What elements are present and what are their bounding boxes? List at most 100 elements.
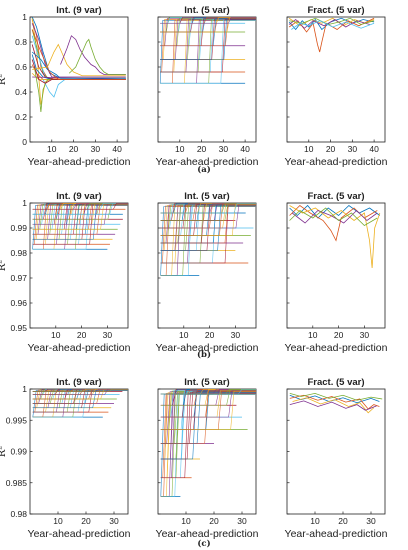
chart-2-2-xtick-label: 10 <box>310 516 320 526</box>
chart-0-0-ytick-label: 0.4 <box>15 87 27 97</box>
chart-0-0-ytick-label: 0.6 <box>15 62 27 72</box>
chart-0-2-xlabel: Year-ahead-prediction <box>285 156 388 168</box>
chart-1-2: Fract. (5 var) 10 20 30 Year-ahead-predictio… <box>285 191 388 354</box>
chart-0-0-xtick-label: 30 <box>91 144 101 154</box>
chart-1-0-plot-area <box>29 202 129 329</box>
chart-0-1-xtick-label: 10 <box>175 144 185 154</box>
chart-1-1-xtick-label: 20 <box>205 330 215 340</box>
chart-0-0-xtick-label: 40 <box>112 144 122 154</box>
chart-0-2-title: Fract. (5 var) <box>307 5 364 16</box>
chart-2-0-ytick-label: 0.985 <box>6 478 28 488</box>
chart-2-0-plot-area <box>29 388 129 515</box>
chart-0-0: Int. (9 var) 10 20 30 40 0 0.2 0.4 0.6 0.8 1 Year-a… <box>0 5 131 168</box>
chart-1-0-xtick-label: 30 <box>103 330 113 340</box>
chart-1-1-xtick-label: 10 <box>179 330 189 340</box>
chart-2-2-series-line-3 <box>289 400 377 411</box>
chart-1-2-xtick-label: 20 <box>334 330 344 340</box>
chart-0-1-step-trace <box>160 17 256 24</box>
chart-2-0-step-trace <box>32 389 128 392</box>
chart-2-0-series-group <box>32 389 128 418</box>
chart-1-0-xlabel: Year-ahead-prediction <box>28 342 131 354</box>
chart-0-2-xtick-label: 10 <box>304 144 314 154</box>
chart-1-1-step-trace <box>160 204 256 236</box>
chart-1-2-series-line-4 <box>289 207 378 226</box>
chart-1-0-title: Int. (9 var) <box>56 191 101 202</box>
chart-2-2-xtick-label: 20 <box>338 516 348 526</box>
chart-2-0-ytick-label: 0.99 <box>10 447 27 457</box>
chart-0-1-xtick-label: 40 <box>240 144 250 154</box>
chart-0-2: Fract. (5 var) 10 20 30 40 Year-ahead-predict… <box>285 5 388 168</box>
chart-2-0-xtick-label: 20 <box>81 516 91 526</box>
chart-0-1-xlabel: Year-ahead-prediction <box>156 156 259 168</box>
chart-1-1-step-trace <box>160 203 256 221</box>
chart-2-0-ylabel: R² <box>0 446 8 458</box>
chart-2-2-series-line-1 <box>289 394 380 410</box>
chart-2-2-title: Fract. (5 var) <box>307 377 364 388</box>
chart-1-0-ytick-label: 0.99 <box>10 223 27 233</box>
chart-2-0-xtick-label: 10 <box>53 516 63 526</box>
chart-2-1-step-trace <box>160 392 256 460</box>
chart-0-0-series-line-15 <box>31 29 126 80</box>
chart-0-0-series-line-3 <box>31 23 126 78</box>
chart-1-0-xtick-label: 20 <box>77 330 87 340</box>
chart-1-1-plot-area <box>157 202 257 329</box>
chart-2-1-xlabel: Year-ahead-prediction <box>156 528 259 540</box>
chart-0-0-ytick-label: 0.8 <box>15 37 27 47</box>
chart-0-1-series-group <box>159 17 256 84</box>
chart-2-2-series-line-4 <box>289 392 383 401</box>
chart-0-1-step-trace <box>160 18 256 60</box>
chart-0-2-series-line-5 <box>291 20 375 30</box>
chart-2-0-ytick-label: 0.995 <box>6 415 28 425</box>
chart-1-2-xlabel: Year-ahead-prediction <box>285 342 388 354</box>
chart-0-2-xtick-label: 30 <box>348 144 358 154</box>
chart-0-1-title: Int. (5 var) <box>184 5 229 16</box>
chart-0-0-xtick-label: 20 <box>69 144 79 154</box>
chart-2-1-xtick-label: 20 <box>209 516 219 526</box>
chart-1-1-step-trace <box>160 204 256 244</box>
chart-0-2-series-line-4 <box>289 17 375 25</box>
subfigure-label-c: (c) <box>197 538 210 549</box>
chart-2-0-xlabel: Year-ahead-prediction <box>28 528 131 540</box>
chart-0-1-step-trace <box>160 20 256 84</box>
chart-2-1-series-group <box>160 389 256 497</box>
chart-2-1: Int. (5 var) 10 20 30 Year-ahead-prediction <box>156 377 259 540</box>
chart-0-2-series-group <box>288 17 375 53</box>
chart-2-2: Fract. (5 var) 10 20 30 Year-ahead-predictio… <box>285 377 388 540</box>
chart-0-2-series-line-1 <box>288 17 375 53</box>
chart-1-0-ytick-label: 0.95 <box>10 323 27 333</box>
chart-1-2-series-line-0 <box>289 204 381 219</box>
chart-0-1-step-trace <box>160 17 256 33</box>
chart-0-0-series-line-17 <box>60 35 126 75</box>
subfigure-label-b: (b) <box>197 349 211 360</box>
subfigure-label-a: (a) <box>197 164 211 175</box>
chart-2-1-step-trace <box>160 390 256 430</box>
chart-1-2-xtick-label: 30 <box>360 330 370 340</box>
chart-2-2-xlabel: Year-ahead-prediction <box>285 528 388 540</box>
chart-1-0-step-trace <box>32 203 128 210</box>
chart-2-0-xtick-label: 30 <box>109 516 119 526</box>
chart-1-0: Int. (9 var) 10 20 30 0.95 0.96 0.97 0.98 0.99 1 Y… <box>0 191 131 354</box>
chart-1-1-step-trace <box>160 205 256 264</box>
chart-1-0-xtick-label: 10 <box>51 330 61 340</box>
chart-1-2-xtick-label: 10 <box>308 330 318 340</box>
chart-0-2-plot-area <box>286 16 386 143</box>
chart-2-1-title: Int. (5 var) <box>184 377 229 388</box>
chart-0-0-series-line-16 <box>32 43 126 77</box>
chart-2-0: Int. (9 var) 10 20 30 0.98 0.985 0.99 0.995 1 Yea… <box>0 377 131 540</box>
chart-2-2-series-line-2 <box>292 397 375 414</box>
chart-2-2-series-group <box>289 392 383 414</box>
chart-1-0-ytick-label: 0.97 <box>10 273 27 283</box>
chart-1-0-ytick-label: 1 <box>22 198 27 208</box>
chart-0-0-ytick-label: 0 <box>22 137 27 147</box>
chart-2-0-title: Int. (9 var) <box>56 377 101 388</box>
chart-0-0-series-group <box>31 17 126 113</box>
chart-2-1-xtick-label: 10 <box>181 516 191 526</box>
chart-0-0-ytick-label: 1 <box>22 12 27 22</box>
chart-1-1-step-trace <box>160 203 256 214</box>
chart-0-0-series-line-14 <box>31 51 126 79</box>
chart-0-0-xlabel: Year-ahead-prediction <box>28 156 131 168</box>
chart-1-0-ytick-label: 0.98 <box>10 248 27 258</box>
chart-2-1-step-trace <box>160 393 256 479</box>
chart-0-1-xtick-label: 20 <box>197 144 207 154</box>
chart-0-0-ylabel: R² <box>0 74 8 86</box>
